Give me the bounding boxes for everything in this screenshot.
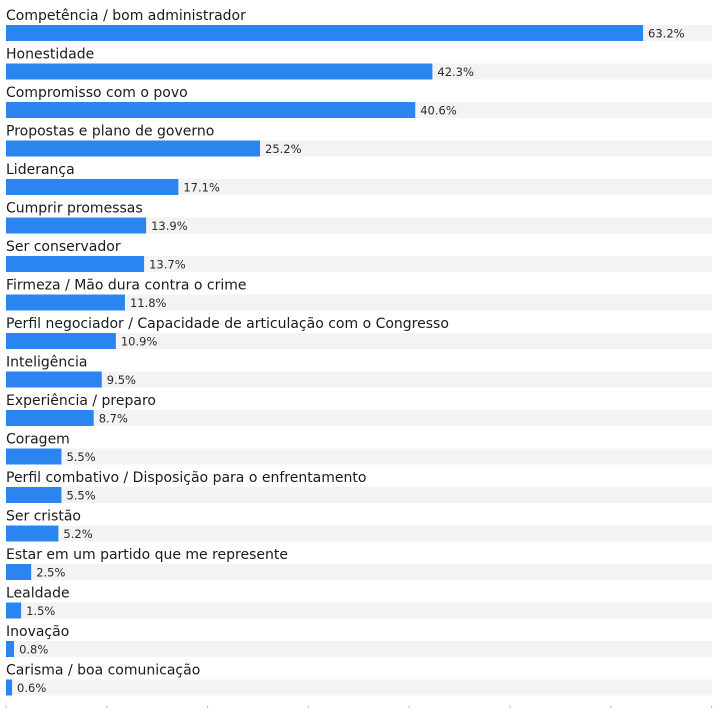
category-label: Estar em um partido que me represente xyxy=(6,547,288,563)
bar xyxy=(6,217,147,234)
value-label: 25.2% xyxy=(265,142,302,156)
bar xyxy=(6,294,125,311)
bar xyxy=(6,371,102,388)
bar-track xyxy=(6,410,712,426)
bar xyxy=(6,679,13,696)
value-label: 13.9% xyxy=(151,219,188,233)
value-label: 0.6% xyxy=(17,681,46,695)
bar xyxy=(6,25,644,41)
bar-track xyxy=(6,487,712,503)
value-label: 5.5% xyxy=(66,450,95,464)
bar xyxy=(6,487,62,503)
bar xyxy=(6,602,22,619)
category-label: Perfil negociador / Capacidade de articu… xyxy=(6,316,449,332)
bar xyxy=(6,448,62,465)
bar xyxy=(6,102,416,118)
category-label: Coragem xyxy=(6,432,70,448)
value-label: 17.1% xyxy=(183,181,220,195)
category-label: Liderança xyxy=(6,162,75,178)
category-label: Lealdade xyxy=(6,586,70,602)
category-label: Experiência / preparo xyxy=(6,393,156,409)
bar-track xyxy=(6,179,712,195)
category-label: Inovação xyxy=(6,624,69,640)
bar xyxy=(6,179,179,195)
category-label: Carisma / boa comunicação xyxy=(6,663,200,679)
bar xyxy=(6,333,116,349)
value-label: 63.2% xyxy=(648,27,685,41)
bar xyxy=(6,140,261,157)
bar-track xyxy=(6,525,712,542)
category-label: Ser conservador xyxy=(6,239,121,255)
category-label: Compromisso com o povo xyxy=(6,85,188,101)
bar-track xyxy=(6,641,712,657)
value-label: 5.2% xyxy=(63,527,92,541)
bar-track xyxy=(6,679,712,696)
bar xyxy=(6,63,433,80)
category-label: Inteligência xyxy=(6,355,87,371)
value-label: 42.3% xyxy=(437,65,474,79)
bar-track xyxy=(6,256,712,272)
value-label: 5.5% xyxy=(66,489,95,503)
bar-track xyxy=(6,333,712,349)
bar-track xyxy=(6,448,712,465)
category-label: Honestidade xyxy=(6,47,94,63)
bar-track xyxy=(6,217,712,234)
category-label: Ser cristão xyxy=(6,509,81,525)
bar xyxy=(6,564,32,580)
category-label: Cumprir promessas xyxy=(6,201,143,217)
value-label: 40.6% xyxy=(420,104,457,118)
value-label: 9.5% xyxy=(107,373,136,387)
category-label: Propostas e plano de governo xyxy=(6,124,214,140)
category-label: Competência / bom administrador xyxy=(6,8,246,24)
value-label: 0.8% xyxy=(19,643,48,657)
bar xyxy=(6,525,59,542)
value-label: 11.8% xyxy=(130,296,167,310)
value-label: 8.7% xyxy=(99,412,128,426)
bar-track xyxy=(6,602,712,619)
value-label: 2.5% xyxy=(36,566,65,580)
bar-track xyxy=(6,564,712,580)
bar-track xyxy=(6,294,712,311)
category-label: Perfil combativo / Disposição para o enf… xyxy=(6,470,366,486)
value-label: 13.7% xyxy=(149,258,186,272)
bar xyxy=(6,641,15,657)
bar xyxy=(6,256,145,272)
value-label: 1.5% xyxy=(26,604,55,618)
bar-track xyxy=(6,371,712,388)
bar xyxy=(6,410,94,426)
category-label: Firmeza / Mão dura contra o crime xyxy=(6,278,246,294)
value-label: 10.9% xyxy=(121,335,158,349)
